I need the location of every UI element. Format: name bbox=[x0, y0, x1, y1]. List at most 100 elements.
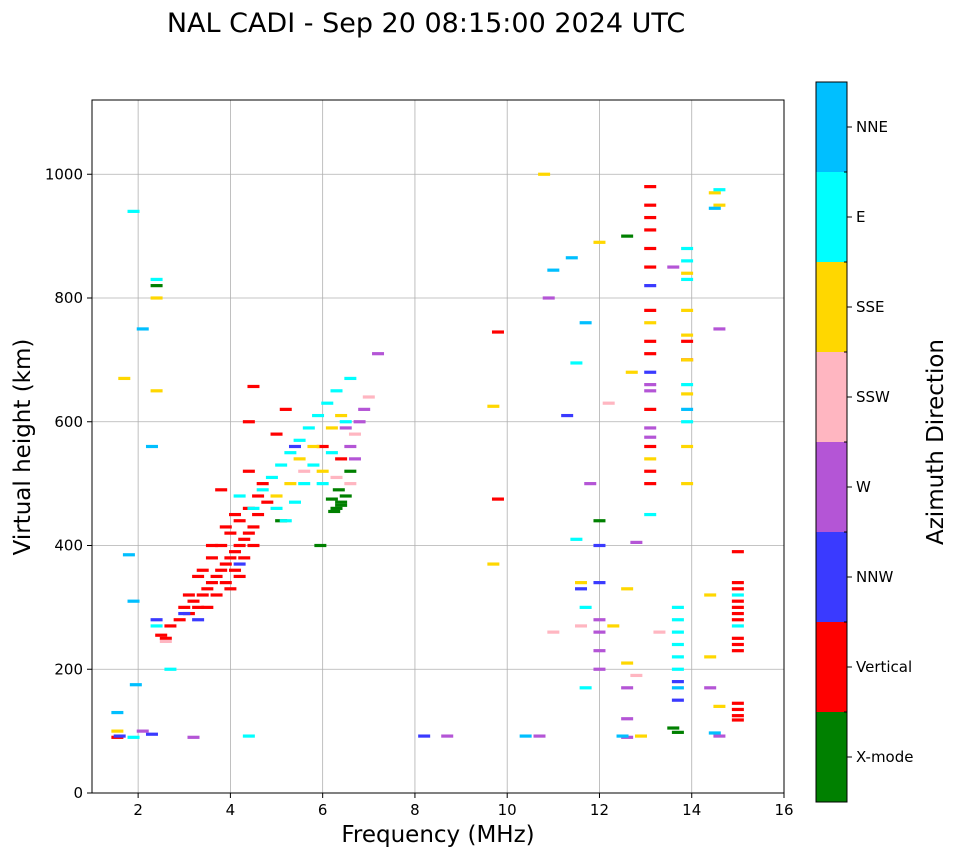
data-point bbox=[150, 284, 163, 288]
data-point bbox=[731, 599, 744, 603]
data-point bbox=[192, 574, 205, 579]
data-point bbox=[316, 482, 329, 486]
x-axis-ticks: 2 4 6 8 10 12 14 16 bbox=[133, 793, 794, 819]
y-tick-label: 1000 bbox=[45, 165, 83, 183]
data-point bbox=[570, 537, 583, 541]
data-point bbox=[205, 556, 218, 560]
data-point bbox=[229, 568, 242, 572]
data-point bbox=[205, 543, 218, 548]
data-point bbox=[681, 407, 694, 411]
y-tick-label: 400 bbox=[54, 537, 83, 555]
data-point bbox=[713, 327, 726, 331]
plot-area: 2 4 6 8 10 12 14 16 0 200 400 600 800 1000 bbox=[45, 99, 794, 819]
data-point bbox=[256, 488, 269, 492]
data-point bbox=[644, 339, 657, 343]
data-point bbox=[192, 618, 205, 622]
data-point bbox=[644, 407, 657, 411]
data-point bbox=[644, 426, 657, 430]
data-point bbox=[731, 642, 744, 647]
data-point bbox=[593, 618, 606, 622]
data-point bbox=[229, 512, 242, 517]
series-nne bbox=[111, 206, 721, 738]
plot-frame bbox=[91, 99, 785, 794]
data-point bbox=[307, 444, 320, 449]
colorbar-label-ssw: SSW bbox=[856, 388, 890, 406]
x-tick-label: 8 bbox=[410, 801, 420, 819]
data-point bbox=[671, 667, 684, 671]
data-point bbox=[362, 395, 375, 399]
data-point bbox=[339, 420, 352, 424]
data-point bbox=[621, 686, 634, 690]
y-axis-ticks: 0 200 400 600 800 1000 bbox=[45, 165, 92, 802]
data-point bbox=[731, 605, 744, 609]
data-point bbox=[644, 246, 657, 251]
data-point bbox=[491, 330, 504, 334]
data-point bbox=[533, 734, 546, 738]
colorbar-segment bbox=[816, 622, 847, 712]
data-point bbox=[621, 717, 634, 721]
data-point bbox=[731, 701, 744, 705]
data-point bbox=[644, 457, 657, 461]
data-point bbox=[621, 661, 634, 665]
data-point bbox=[145, 732, 158, 736]
data-point bbox=[625, 370, 638, 374]
data-point bbox=[325, 451, 338, 455]
data-point bbox=[270, 432, 283, 436]
data-point bbox=[667, 265, 680, 269]
data-point bbox=[681, 482, 694, 486]
data-point bbox=[328, 509, 341, 514]
data-point bbox=[579, 605, 592, 609]
data-point bbox=[113, 734, 126, 738]
y-tick-label: 200 bbox=[54, 660, 83, 678]
data-point bbox=[224, 587, 237, 591]
data-point bbox=[201, 605, 214, 609]
data-point bbox=[487, 562, 500, 566]
x-tick-label: 12 bbox=[590, 801, 609, 819]
data-point bbox=[593, 667, 606, 671]
data-point bbox=[247, 506, 260, 510]
data-point bbox=[644, 469, 657, 473]
data-point bbox=[731, 649, 744, 653]
data-point bbox=[644, 185, 657, 189]
data-point bbox=[547, 630, 560, 634]
data-point bbox=[164, 667, 177, 671]
data-point bbox=[708, 191, 721, 195]
data-point bbox=[159, 636, 172, 640]
data-point bbox=[713, 734, 726, 738]
data-point bbox=[575, 624, 588, 628]
data-point bbox=[288, 500, 301, 504]
data-point bbox=[275, 463, 288, 467]
data-point bbox=[233, 574, 246, 579]
data-point bbox=[298, 469, 311, 473]
x-tick-label: 16 bbox=[774, 801, 793, 819]
data-point bbox=[302, 426, 315, 430]
data-point bbox=[233, 562, 246, 566]
data-point bbox=[671, 630, 684, 634]
data-point bbox=[547, 268, 560, 272]
data-point bbox=[593, 519, 606, 523]
data-point bbox=[178, 611, 191, 616]
data-point bbox=[187, 599, 200, 603]
y-tick-label: 0 bbox=[73, 784, 83, 802]
data-point bbox=[316, 444, 329, 449]
data-point bbox=[671, 618, 684, 622]
data-point bbox=[671, 642, 684, 647]
data-point bbox=[653, 630, 666, 634]
data-point bbox=[307, 463, 320, 467]
data-point bbox=[731, 624, 744, 628]
data-point bbox=[644, 482, 657, 486]
data-point bbox=[335, 500, 348, 504]
data-point bbox=[330, 506, 343, 510]
colorbar-label-nne: NNE bbox=[856, 118, 888, 136]
data-point bbox=[644, 203, 657, 207]
data-point bbox=[602, 401, 615, 405]
data-point bbox=[681, 277, 694, 282]
data-point bbox=[731, 581, 744, 585]
data-point bbox=[644, 435, 657, 439]
data-point bbox=[293, 457, 306, 461]
colorbar-segment bbox=[816, 82, 847, 172]
y-tick-label: 600 bbox=[54, 413, 83, 431]
data-point bbox=[681, 333, 694, 337]
data-point bbox=[150, 624, 163, 628]
data-point bbox=[261, 500, 274, 504]
